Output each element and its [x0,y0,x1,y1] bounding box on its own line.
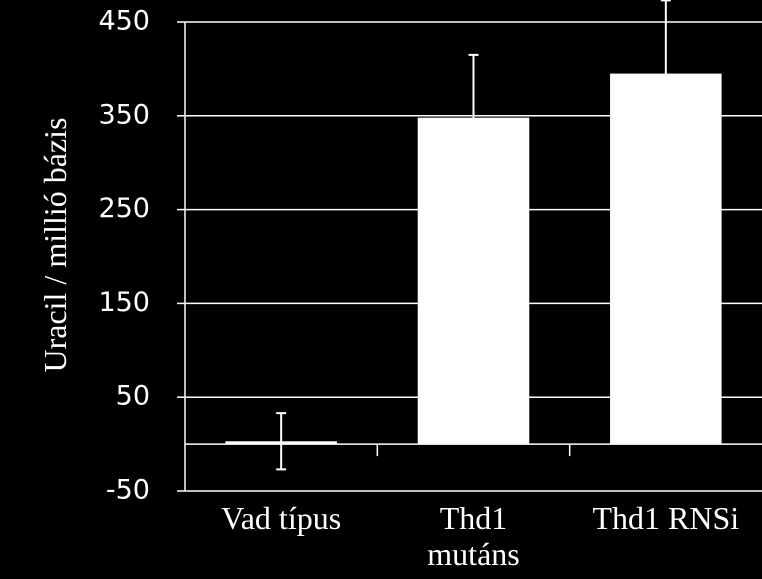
y-tick-label: 350 [98,99,150,130]
y-tick-label: 50 [116,381,150,412]
y-tick-label: 450 [98,6,150,37]
y-tick-label: -50 [106,475,150,506]
error-bar [660,0,671,148]
error-bar [468,53,479,182]
y-tick-label: 250 [98,193,150,224]
x-tick-label: Thd1 mutáns [427,500,520,572]
x-tick-label: Thd1 RNSi [592,500,740,536]
x-tick-label: Vad típus [221,500,342,536]
y-axis-title: Uracil / millió bázis [37,117,73,372]
y-tick-label: 150 [98,287,150,318]
error-bar [276,412,287,471]
